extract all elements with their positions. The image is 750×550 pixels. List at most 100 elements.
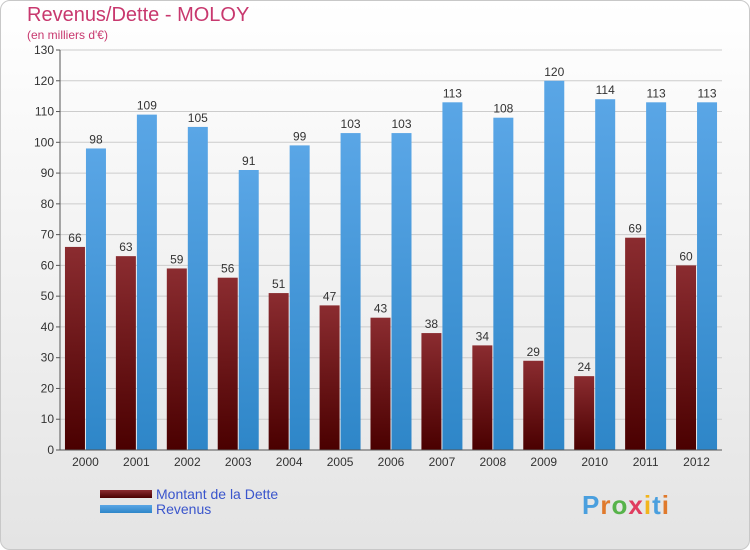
bar-revenus-2011 bbox=[646, 102, 667, 451]
bar-revenus-2003 bbox=[238, 170, 259, 450]
x-tick-label: 2010 bbox=[581, 455, 608, 469]
bar-dette-2002 bbox=[166, 268, 187, 450]
x-tick-label: 2000 bbox=[72, 455, 99, 469]
x-tick-label: 2011 bbox=[633, 455, 659, 469]
bar-dette-2006 bbox=[370, 317, 391, 450]
bar-dette-2000 bbox=[64, 246, 85, 450]
y-tick-label: 120 bbox=[34, 74, 54, 88]
y-tick-label: 100 bbox=[34, 135, 54, 149]
data-label-dette-2005: 47 bbox=[323, 289, 337, 303]
x-tick-label: 2009 bbox=[530, 455, 557, 469]
x-tick-label: 2004 bbox=[276, 455, 303, 469]
data-label-dette-2008: 34 bbox=[476, 329, 490, 343]
data-label-dette-2006: 43 bbox=[374, 302, 388, 316]
bar-revenus-2010 bbox=[595, 99, 616, 450]
y-tick-label: 40 bbox=[41, 320, 55, 334]
data-label-revenus-2008: 108 bbox=[493, 102, 513, 116]
proxiti-logo: Proxiti bbox=[582, 490, 670, 521]
chart-subtitle: (en milliers d'€) bbox=[27, 28, 108, 42]
y-tick-label: 90 bbox=[41, 166, 55, 180]
data-label-dette-2012: 60 bbox=[679, 249, 693, 263]
x-tick-label: 2003 bbox=[225, 455, 252, 469]
bar-revenus-2000 bbox=[85, 148, 106, 450]
x-tick-label: 2006 bbox=[378, 455, 405, 469]
logo-letter: P bbox=[582, 490, 601, 520]
y-tick-label: 20 bbox=[41, 381, 55, 395]
data-label-revenus-2009: 120 bbox=[544, 65, 564, 79]
data-label-dette-2007: 38 bbox=[425, 317, 439, 331]
data-label-revenus-2012: 113 bbox=[697, 86, 716, 100]
bar-dette-2008 bbox=[472, 345, 493, 450]
y-tick-label: 110 bbox=[35, 105, 54, 119]
y-tick-label: 0 bbox=[47, 443, 54, 457]
x-tick-label: 2002 bbox=[174, 455, 201, 469]
x-tick-label: 2005 bbox=[327, 455, 354, 469]
x-tick-label: 2001 bbox=[123, 455, 150, 469]
data-label-revenus-2005: 103 bbox=[341, 117, 361, 131]
labels-layer: 66 98 63 109 59 105 56 91 51 99 47 103 43 103 38 113 34 1… bbox=[68, 65, 717, 374]
bar-dette-2005 bbox=[319, 305, 340, 450]
bar-dette-2010 bbox=[574, 376, 595, 450]
bar-dette-2007 bbox=[421, 333, 442, 450]
data-label-revenus-2000: 98 bbox=[89, 132, 103, 146]
legend-label-revenus: Revenus bbox=[156, 500, 212, 517]
grid-layer bbox=[60, 49, 722, 420]
logo-letter: o bbox=[611, 490, 629, 520]
x-tick-label: 2012 bbox=[683, 455, 710, 469]
y-tick-label: 50 bbox=[41, 289, 55, 303]
data-label-revenus-2010: 114 bbox=[596, 83, 615, 97]
data-label-revenus-2011: 113 bbox=[647, 86, 666, 100]
y-tick-label: 60 bbox=[41, 258, 55, 272]
bar-revenus-2009 bbox=[544, 80, 565, 451]
bar-revenus-2002 bbox=[187, 126, 208, 450]
data-label-revenus-2004: 99 bbox=[293, 129, 307, 143]
y-tick-label: 10 bbox=[41, 412, 55, 426]
bar-revenus-2001 bbox=[136, 114, 157, 450]
x-tick-label: 2008 bbox=[479, 455, 506, 469]
data-label-dette-2010: 24 bbox=[578, 360, 592, 374]
data-label-dette-2004: 51 bbox=[272, 277, 286, 291]
bar-revenus-2004 bbox=[289, 145, 310, 450]
logo-letter: x bbox=[628, 490, 644, 520]
data-label-revenus-2002: 105 bbox=[188, 111, 208, 125]
logo-letter: i bbox=[661, 490, 670, 520]
data-label-revenus-2007: 113 bbox=[443, 86, 462, 100]
y-tick-label: 130 bbox=[34, 43, 54, 57]
data-label-dette-2000: 66 bbox=[68, 231, 82, 245]
y-tick-label: 80 bbox=[41, 197, 55, 211]
y-tick-label: 30 bbox=[41, 351, 55, 365]
data-label-dette-2009: 29 bbox=[527, 345, 541, 359]
bar-dette-2003 bbox=[217, 277, 238, 450]
data-label-revenus-2006: 103 bbox=[391, 117, 411, 131]
legend-item-revenus: Revenus bbox=[100, 500, 278, 517]
bar-dette-2004 bbox=[268, 293, 289, 450]
bar-dette-2001 bbox=[115, 256, 136, 450]
bar-revenus-2008 bbox=[493, 117, 514, 450]
legend: Montant de la Dette Revenus bbox=[100, 485, 279, 517]
data-label-revenus-2003: 91 bbox=[242, 154, 256, 168]
bar-dette-2011 bbox=[625, 237, 646, 450]
bar-revenus-2005 bbox=[340, 133, 361, 451]
y-tick-label: 70 bbox=[41, 228, 55, 242]
x-tick-label: 2007 bbox=[429, 455, 456, 469]
logo-letter: t bbox=[652, 490, 662, 520]
bars-layer bbox=[64, 80, 718, 451]
logo-letter: i bbox=[643, 490, 653, 520]
logo-letter: r bbox=[600, 490, 612, 520]
legend-label-dette: Montant de la Dette bbox=[156, 485, 279, 502]
bar-revenus-2012 bbox=[697, 102, 718, 451]
data-label-dette-2003: 56 bbox=[221, 262, 235, 276]
legend-item-dette: Montant de la Dette bbox=[100, 485, 279, 502]
bar-dette-2009 bbox=[523, 360, 544, 450]
legend-swatch-revenus bbox=[100, 504, 152, 513]
data-label-dette-2002: 59 bbox=[170, 252, 184, 266]
axis-layer: 0 10 20 30 40 50 60 70 80 90 100 110 120 130 2000 2001 2… bbox=[34, 43, 722, 469]
chart-title: Revenus/Dette - MOLOY bbox=[27, 4, 250, 26]
bar-revenus-2007 bbox=[442, 102, 463, 451]
data-label-dette-2011: 69 bbox=[628, 222, 642, 236]
legend-swatch-dette bbox=[100, 489, 152, 498]
bar-revenus-2006 bbox=[391, 133, 412, 451]
bar-dette-2012 bbox=[676, 265, 697, 450]
data-label-revenus-2001: 109 bbox=[137, 99, 157, 113]
